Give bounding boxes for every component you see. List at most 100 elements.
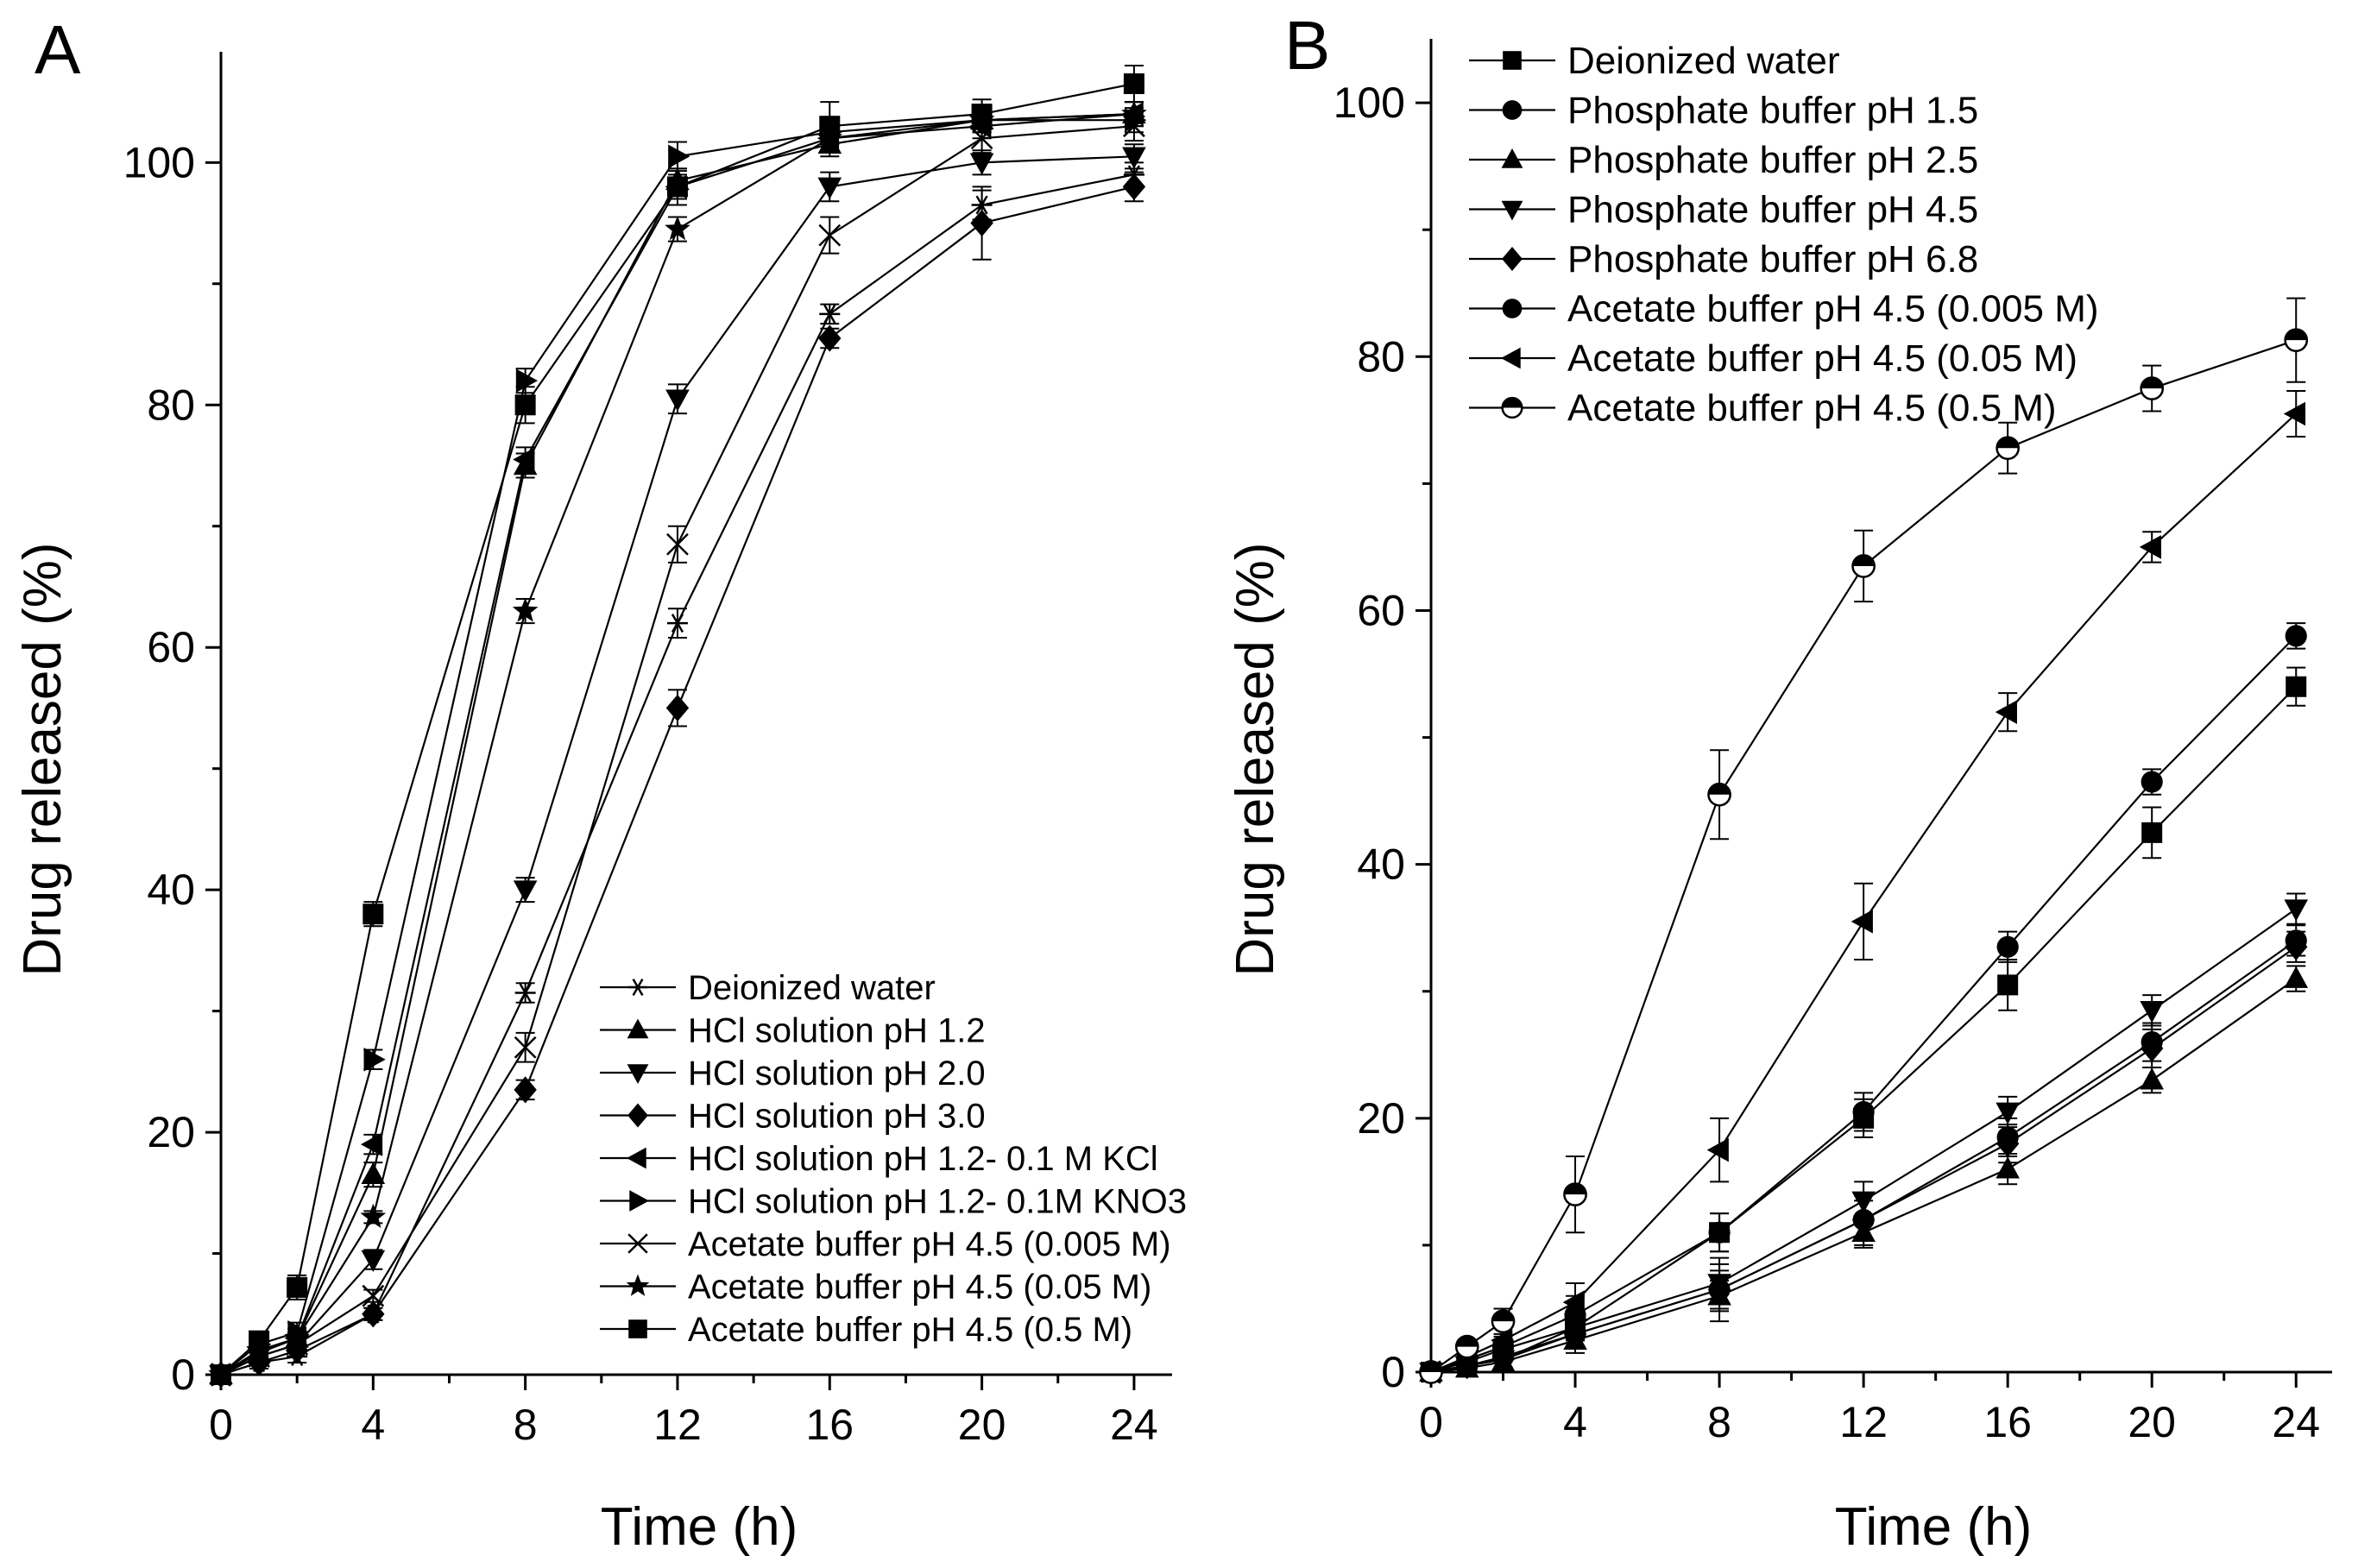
- panel-a-series-hcl-solution-ph-3-0-point: [970, 209, 993, 237]
- panel-b-series-deionized-water-point: [2286, 676, 2307, 697]
- panel-a-y-tick-label: 40: [147, 866, 195, 914]
- panel-b-y-tick-label: 40: [1357, 841, 1405, 889]
- panel-a-legend-entry: Acetate buffer pH 4.5 (0.5 M): [600, 1311, 1132, 1349]
- panel-b-series-phosphate-buffer-ph-2-5-point: [2140, 1067, 2164, 1090]
- panel-b-series-acetate-buffer-ph-4-5-0-05-m-point: [1562, 1290, 1585, 1314]
- panel-b-x-tick-label: 0: [1419, 1398, 1443, 1446]
- panel-a-y-tick-label: 0: [171, 1351, 195, 1399]
- panel-a-series-acetate-buffer-ph-4-5-0-5-m-point: [211, 1364, 231, 1385]
- panel-a-series-acetate-buffer-ph-4-5-0-05-m-point: [360, 1203, 387, 1229]
- panel-b-legend-entry: Deionized water: [1469, 40, 1840, 82]
- panel-b-legend-marker: [1503, 51, 1522, 70]
- panel-a-series-acetate-buffer-ph-4-5-0-5-m-point: [1123, 73, 1144, 95]
- panel-b-series-phosphate-buffer-ph-4-5-line: [1430, 908, 2297, 1374]
- panel-b-series-phosphate-buffer-ph-4-5-point: [2140, 1001, 2164, 1023]
- panel-a-series-hcl-solution-ph-2-0-point: [817, 177, 842, 199]
- panel-a-series-acetate-buffer-ph-4-5-0-5-m-point: [819, 116, 841, 137]
- panel-b-legend-entry: Phosphate buffer pH 1.5: [1469, 90, 1978, 132]
- panel-a-legend-entry: Deionized water: [600, 969, 936, 1007]
- panel-a-legend: Deionized water HCl solution pH 1.2 HCl so…: [600, 969, 1187, 1349]
- panel-a-series-acetate-buffer-ph-4-5-0-005-m-point: [362, 1284, 385, 1307]
- panel-a-legend-label: Acetate buffer pH 4.5 (0.05 M): [688, 1269, 1151, 1307]
- panel-a-series-hcl-solution-ph-1-2-0-1-m-kcl-point: [360, 1132, 383, 1156]
- panel-b-series-phosphate-buffer-ph-6-8-point: [1851, 1206, 1876, 1234]
- panel-a-legend-marker: [627, 1233, 648, 1254]
- panel-b-series-acetate-buffer-ph-4-5-0-5-m-point: [1491, 1309, 1516, 1334]
- panel-b-series-acetate-buffer-ph-4-5-0-005-m-point: [1852, 1100, 1875, 1124]
- panel-a-series-hcl-solution-ph-2-0-point: [665, 389, 690, 412]
- panel-b-series-phosphate-buffer-ph-4-5-point: [2284, 899, 2309, 922]
- panel-b-series-phosphate-buffer-ph-1-5-line: [1430, 940, 2297, 1374]
- panel-a-legend-marker: [626, 1274, 650, 1296]
- panel-a-series-hcl-solution-ph-1-2-0-1m-kno3-point: [515, 368, 539, 393]
- panel-b-legend-label: Phosphate buffer pH 1.5: [1567, 90, 1978, 132]
- panel-b-series-acetate-buffer-ph-4-5-0-005-m-line: [1430, 635, 2298, 1374]
- panel-a-series-acetate-buffer-ph-4-5-0-5-m: [211, 64, 1144, 1385]
- panel-a-legend-label: HCl solution pH 1.2- 0.1M KNO3: [688, 1183, 1187, 1221]
- panel-b-series-phosphate-buffer-ph-6-8-point: [2285, 933, 2308, 960]
- panel-b-x-tick-label: 24: [2272, 1398, 2320, 1446]
- panel-a-x-tick-label: 20: [958, 1401, 1006, 1449]
- panel-a-series-hcl-solution-ph-1-2-0-1m-kno3-point: [363, 1047, 386, 1072]
- panel-a-y-tick-label: 60: [147, 623, 195, 671]
- panel-b-series-deionized-water: [1421, 666, 2307, 1382]
- panel-a-x-tick-label: 4: [361, 1401, 385, 1449]
- panel-b-series-acetate-buffer-ph-4-5-0-05-m: [1418, 390, 2306, 1384]
- panel-b-legend-marker: [1501, 148, 1523, 168]
- panel-b-axes: 0 4 8 12 16 20 24 0 20 40 60 80 100: [1334, 39, 2332, 1446]
- panel-a-y-tick-label: 80: [147, 381, 195, 429]
- panel-b-x-axis-label: Time (h): [1835, 1497, 2032, 1557]
- panel-b-series-phosphate-buffer-ph-4-5: [1419, 892, 2309, 1385]
- panel-a-series-hcl-solution-ph-1-2-point: [361, 1162, 386, 1185]
- panel-a-y-tick-label: 100: [123, 138, 195, 186]
- panel-a-legend-marker: [627, 1018, 649, 1039]
- panel-b-series-acetate-buffer-ph-4-5-0-005-m-point: [1996, 935, 2019, 958]
- panel-b-x-tick-label: 20: [2128, 1398, 2176, 1446]
- panel-b-series-acetate-buffer-ph-4-5-0-05-m-point: [1706, 1137, 1729, 1162]
- panel-b-x-tick-label: 12: [1839, 1398, 1888, 1446]
- panel-a-legend-label: Acetate buffer pH 4.5 (0.5 M): [688, 1311, 1132, 1349]
- panel-b-series-acetate-buffer-ph-4-5-0-05-m-point: [2283, 401, 2306, 426]
- panel-a-series-deionized-water-point: [514, 983, 536, 1003]
- panel-b-series-acetate-buffer-ph-4-5-0-005-m-point: [1708, 1221, 1731, 1244]
- panel-a-series-hcl-solution-ph-3-0-point: [665, 694, 690, 722]
- panel-b-legend-label: Acetate buffer pH 4.5 (0.5 M): [1567, 387, 2057, 430]
- panel-a-plot-area: [208, 64, 1147, 1389]
- panel-a-legend-marker: [627, 1103, 648, 1128]
- panel-a-series-hcl-solution-ph-2-0-point: [513, 880, 538, 903]
- panel-b-legend-marker: [1502, 100, 1523, 120]
- panel-a-x-tick-label: 24: [1110, 1401, 1158, 1449]
- panel-a-legend-label: HCl solution pH 1.2- 0.1 M KCl: [688, 1140, 1158, 1178]
- panel-b-series-acetate-buffer-ph-4-5-0-5-m-point: [1996, 436, 2021, 461]
- panel-a-legend-entry: Acetate buffer pH 4.5 (0.05 M): [600, 1269, 1151, 1307]
- panel-a-series-hcl-solution-ph-2-0-point: [969, 153, 994, 175]
- panel-a-series-hcl-solution-ph-3-0-point: [362, 1300, 385, 1328]
- panel-b-series-phosphate-buffer-ph-6-8-line: [1430, 946, 2297, 1374]
- panel-a-legend-entry: HCl solution pH 1.2- 0.1M KNO3: [600, 1183, 1187, 1221]
- panel-b-series-phosphate-buffer-ph-6-8-point: [1996, 1130, 2020, 1157]
- panel-b-series-phosphate-buffer-ph-2-5: [1419, 965, 2309, 1382]
- panel-b-series-acetate-buffer-ph-4-5-0-5-m-point: [1851, 554, 1876, 578]
- panel-a-series-acetate-buffer-ph-4-5-0-5-m-point: [666, 176, 688, 198]
- panel-a-series-acetate-buffer-ph-4-5-0-005-m-point: [514, 1036, 537, 1059]
- panel-b-series-acetate-buffer-ph-4-5-0-05-m-point: [2139, 535, 2161, 559]
- panel-b-series-phosphate-buffer-ph-2-5-point: [2284, 966, 2309, 988]
- panel-b-series-acetate-buffer-ph-4-5-0-05-m-point: [1851, 910, 1873, 934]
- panel-a-series-hcl-solution-ph-3-0: [209, 171, 1146, 1389]
- panel-b-x-tick-label: 16: [1983, 1398, 2032, 1446]
- panel-b-plot-area: [1418, 297, 2309, 1386]
- panel-b: B 0 4 8 12 16 20 24 0 20 40 60 80 100 Deionized wate…: [1226, 7, 2332, 1557]
- panel-b-legend-label: Acetate buffer pH 4.5 (0.005 M): [1567, 288, 2099, 331]
- panel-a-legend-marker: [627, 1064, 649, 1084]
- panel-b-series-acetate-buffer-ph-4-5-0-005-m-point: [2285, 625, 2307, 647]
- panel-a-series-deionized-water-point: [819, 304, 841, 324]
- panel-b-series-deionized-water-line: [1430, 685, 2298, 1374]
- panel-b-series-acetate-buffer-ph-4-5-0-5-m-point: [1454, 1334, 1479, 1359]
- panel-a-series-acetate-buffer-ph-4-5-0-5-m-point: [514, 394, 536, 416]
- panel-b-y-tick-label: 0: [1381, 1348, 1405, 1396]
- panel-a-series-hcl-solution-ph-3-0-point: [514, 1076, 537, 1104]
- panel-b-legend-label: Phosphate buffer pH 2.5: [1567, 139, 1978, 181]
- panel-b-letter: B: [1284, 7, 1330, 84]
- panel-b-y-axis-label: Drug released (%): [1226, 542, 1285, 976]
